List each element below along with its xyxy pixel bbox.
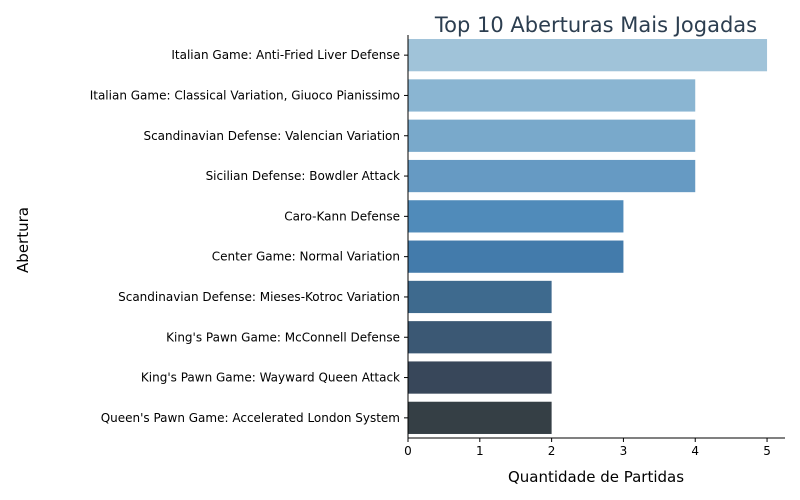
y-tick-label: King's Pawn Game: Wayward Queen Attack <box>141 371 400 385</box>
x-ticks: 0 1 2 3 4 5 <box>404 438 771 458</box>
y-tick-label: Sicilian Defense: Bowdler Attack <box>206 169 400 183</box>
x-tick-label: 2 <box>548 444 556 458</box>
bar <box>408 321 552 354</box>
y-tick-label: Queen's Pawn Game: Accelerated London Sy… <box>101 411 400 425</box>
bar <box>408 240 624 273</box>
x-tick-label: 4 <box>691 444 699 458</box>
y-tick-labels: Italian Game: Anti-Fried Liver Defense It… <box>90 48 408 425</box>
y-tick-label: Caro-Kann Defense <box>284 209 400 223</box>
y-tick-label: Italian Game: Classical Variation, Giuoc… <box>90 88 400 102</box>
y-tick-label: Center Game: Normal Variation <box>212 250 400 264</box>
x-tick-label: 3 <box>620 444 628 458</box>
bar <box>408 79 696 112</box>
bar <box>408 200 624 233</box>
x-tick-label: 1 <box>476 444 484 458</box>
x-axis-label: Quantidade de Partidas <box>508 468 684 486</box>
y-tick-label: King's Pawn Game: McConnell Defense <box>166 330 400 344</box>
y-tick-label: Scandinavian Defense: Valencian Variatio… <box>143 129 400 143</box>
y-axis-label: Abertura <box>14 207 32 273</box>
bar <box>408 361 552 394</box>
bar <box>408 280 552 314</box>
bar <box>408 39 768 72</box>
x-tick-label: 5 <box>763 444 771 458</box>
y-tick-label: Italian Game: Anti-Fried Liver Defense <box>171 48 400 62</box>
x-tick-label: 0 <box>404 444 412 458</box>
chart-title: Top 10 Aberturas Mais Jogadas <box>434 13 757 37</box>
bar <box>408 119 696 152</box>
bar <box>408 159 696 193</box>
bar <box>408 401 552 434</box>
y-tick-label: Scandinavian Defense: Mieses-Kotroc Vari… <box>118 290 400 304</box>
bars-group <box>408 39 768 434</box>
